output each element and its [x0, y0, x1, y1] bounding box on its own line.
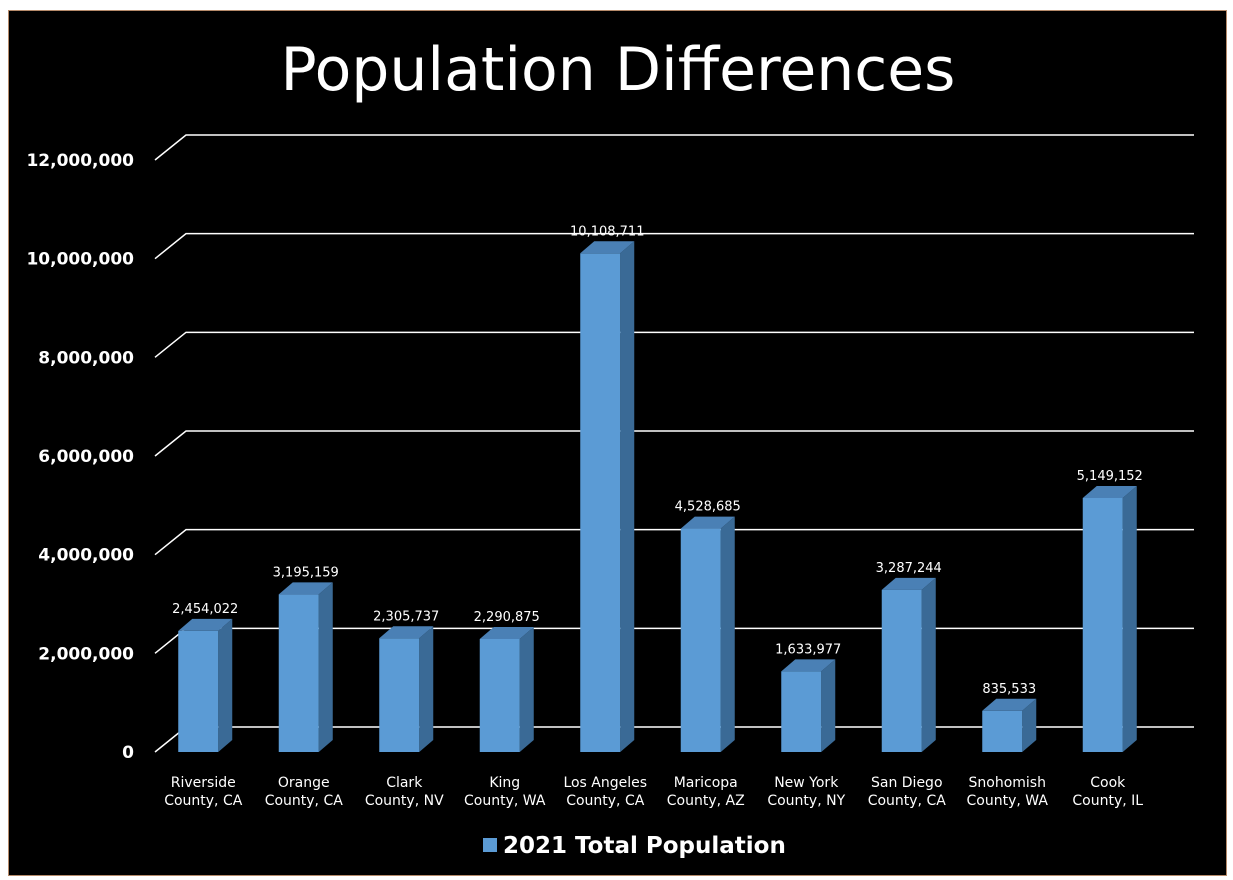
- bar-front: [278, 594, 319, 752]
- category-label: County, WA: [464, 793, 546, 809]
- bar-front: [479, 638, 520, 752]
- bar: [781, 659, 836, 752]
- gridline: [154, 528, 1194, 556]
- legend-label: 2021 Total Population: [503, 833, 786, 859]
- chart-title: Population Differences: [281, 35, 956, 105]
- data-label: 5,149,152: [1077, 469, 1143, 484]
- x-axis-categories: Riverside County, CA Orange County, CA Clark…: [164, 775, 1143, 809]
- bar-top: [1082, 485, 1137, 498]
- y-tick-label: 8,000,000: [38, 348, 134, 368]
- bar: [680, 516, 735, 752]
- bars: [178, 241, 1137, 752]
- bar-side: [218, 618, 233, 752]
- data-label: 3,195,159: [273, 565, 339, 580]
- category-label: Cook: [1090, 775, 1126, 791]
- bar-side: [921, 577, 936, 752]
- category-label: County, CA: [566, 793, 645, 809]
- bar-top: [379, 626, 434, 639]
- category-label: County, CA: [164, 793, 243, 809]
- category-label: County, WA: [967, 793, 1049, 809]
- bar-front: [982, 710, 1023, 752]
- bar: [580, 241, 635, 752]
- bar-front: [680, 528, 721, 752]
- category-label: County, CA: [868, 793, 947, 809]
- bar-top: [781, 659, 836, 672]
- bar-top: [580, 241, 635, 254]
- bar-front: [178, 630, 219, 752]
- category-label: King: [489, 775, 520, 791]
- gridline: [154, 430, 1194, 457]
- y-tick-label: 10,000,000: [26, 250, 134, 270]
- data-label: 2,305,737: [373, 609, 439, 624]
- bar-front: [1082, 497, 1123, 752]
- category-label: County, CA: [265, 793, 344, 809]
- y-tick-label: 0: [122, 743, 134, 763]
- bar: [881, 577, 936, 752]
- data-label: 1,633,977: [775, 642, 841, 657]
- data-label: 2,290,875: [474, 610, 540, 625]
- y-tick-label: 12,000,000: [26, 151, 134, 171]
- data-label: 3,287,244: [876, 561, 942, 576]
- category-label: Snohomish: [969, 775, 1046, 791]
- bar: [982, 698, 1037, 752]
- bar-side: [821, 659, 836, 752]
- bar-top: [278, 582, 333, 595]
- bar-side: [620, 241, 635, 752]
- gridline: [154, 134, 1194, 161]
- bar: [379, 626, 434, 752]
- category-label: Riverside: [171, 775, 236, 791]
- data-labels: 2,454,022 3,195,159 2,305,737 2,290,875 10,1…: [172, 224, 1143, 696]
- y-tick-label: 6,000,000: [38, 447, 134, 467]
- data-label: 4,528,685: [675, 500, 741, 515]
- gridlines: [154, 134, 1194, 753]
- bar-side: [720, 516, 735, 752]
- data-label: 10,108,711: [570, 224, 644, 239]
- bar-front: [881, 589, 922, 752]
- bar-top: [982, 698, 1037, 711]
- category-label: Clark: [386, 775, 423, 791]
- category-label: County, AZ: [667, 793, 745, 809]
- bar: [178, 618, 233, 752]
- category-label: County, IL: [1072, 793, 1143, 809]
- category-label: County, NV: [365, 793, 444, 809]
- bar-front: [781, 671, 822, 752]
- category-label: Orange: [278, 775, 330, 791]
- bar-front: [379, 638, 420, 752]
- bar: [1082, 485, 1137, 752]
- bar-side: [1022, 698, 1037, 752]
- y-tick-label: 2,000,000: [38, 644, 134, 664]
- bar-top: [479, 626, 534, 639]
- data-label: 835,533: [982, 682, 1036, 697]
- gridline: [154, 232, 1194, 260]
- bar-side: [519, 626, 534, 752]
- bar-side: [318, 582, 333, 752]
- bar-side: [1122, 485, 1137, 752]
- category-label: New York: [774, 775, 839, 791]
- bar-top: [178, 618, 233, 631]
- category-label: San Diego: [871, 775, 943, 791]
- y-tick-label: 4,000,000: [38, 546, 134, 566]
- bar-side: [419, 626, 434, 752]
- bar-front: [580, 253, 621, 752]
- bar-top: [881, 577, 936, 590]
- legend: 2021 Total Population: [483, 833, 786, 859]
- gridline: [154, 331, 1194, 358]
- bar: [479, 626, 534, 752]
- y-axis-ticks: 0 2,000,000 4,000,000 6,000,000 8,000,000 10,…: [26, 151, 134, 763]
- legend-swatch: [483, 838, 497, 852]
- category-label: Los Angeles: [563, 775, 647, 791]
- data-label: 2,454,022: [172, 602, 238, 617]
- bar-top: [680, 516, 735, 529]
- category-label: Maricopa: [674, 775, 738, 791]
- category-label: County, NY: [767, 793, 845, 809]
- bar: [278, 582, 333, 752]
